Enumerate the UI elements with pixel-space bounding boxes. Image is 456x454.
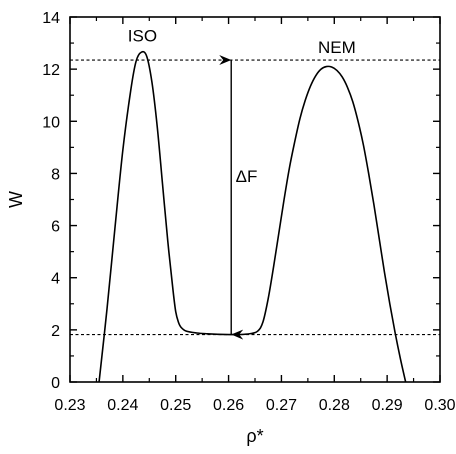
series-line <box>98 50 407 383</box>
x-axis-title: ρ* <box>246 426 263 446</box>
y-tick-label: 12 <box>42 62 60 79</box>
y-tick-label: 14 <box>42 10 60 27</box>
plot-frame <box>69 16 441 383</box>
annotation-label: ΔF <box>236 167 258 186</box>
x-tick-label: 0.30 <box>424 397 455 414</box>
plot-marks <box>70 50 440 383</box>
y-tick-label: 8 <box>51 166 60 183</box>
labels: 0.23 0.24 0.25 0.26 0.27 0.28 0.29 0.30 0 2 4 6 8 10 1… <box>6 10 456 446</box>
x-tick-label: 0.27 <box>266 397 297 414</box>
annotation-label: NEM <box>318 38 356 57</box>
y-axis-title: W <box>6 191 26 208</box>
y-tick-label: 6 <box>51 219 60 236</box>
annotation-label: ISO <box>128 26 157 45</box>
y-tick-label: 4 <box>51 271 60 288</box>
x-tick-label: 0.26 <box>213 397 244 414</box>
y-tick-label: 0 <box>51 375 60 392</box>
y-tick-label: 2 <box>51 323 60 340</box>
x-tick-label: 0.28 <box>319 397 350 414</box>
x-tick-label: 0.23 <box>54 397 85 414</box>
x-tick-label: 0.25 <box>160 397 191 414</box>
x-tick-label: 0.24 <box>107 397 138 414</box>
y-tick-label: 10 <box>42 114 60 131</box>
axes <box>69 16 441 383</box>
x-tick-label: 0.29 <box>372 397 403 414</box>
